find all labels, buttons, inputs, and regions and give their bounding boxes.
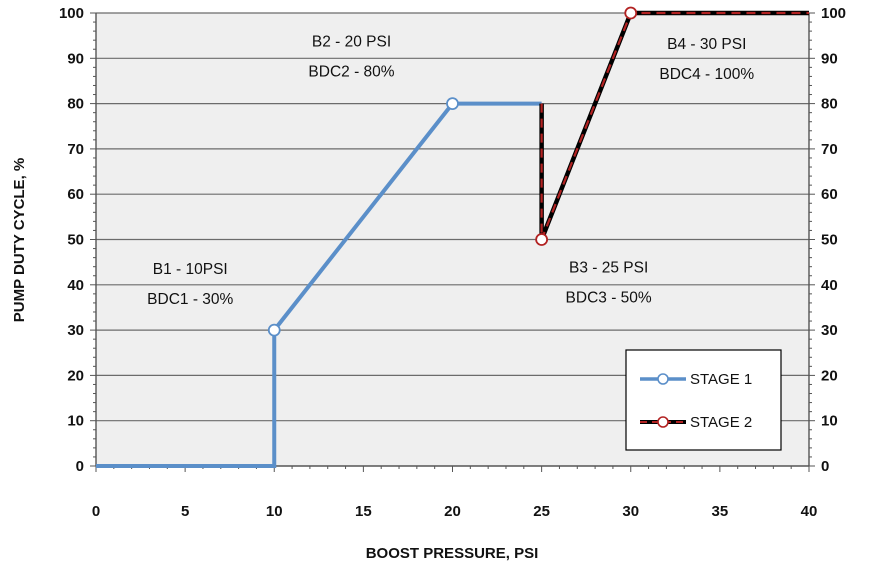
y-tick-label-left: 50 xyxy=(67,232,84,249)
x-tick-label: 30 xyxy=(622,503,639,520)
annotation-label: BDC4 - 100% xyxy=(659,66,754,83)
y-tick-label-right: 30 xyxy=(821,322,838,339)
y-tick-label-left: 100 xyxy=(59,5,84,22)
y-tick-label-left: 20 xyxy=(67,367,84,384)
y-tick-label-right: 20 xyxy=(821,367,838,384)
y-tick-label-left: 10 xyxy=(67,413,84,430)
x-axis-title: BOOST PRESSURE, PSI xyxy=(366,545,539,562)
y-tick-label-left: 0 xyxy=(76,458,84,475)
x-tick-label: 35 xyxy=(712,503,729,520)
annotation-label: BDC3 - 50% xyxy=(566,290,652,307)
x-tick-label: 10 xyxy=(266,503,283,520)
legend: STAGE 1 STAGE 2 xyxy=(625,349,782,451)
legend-stage-1-label: STAGE 1 xyxy=(690,371,752,388)
y-tick-label-left: 40 xyxy=(67,277,84,294)
annotation-label: BDC1 - 30% xyxy=(147,291,233,308)
y-tick-label-right: 70 xyxy=(821,141,838,158)
series-stage-2-marker xyxy=(535,233,549,246)
y-tick-label-right: 10 xyxy=(821,413,838,430)
annotation-label: B2 - 20 PSI xyxy=(312,34,391,51)
y-tick-label-right: 40 xyxy=(821,277,838,294)
x-tick-label: 20 xyxy=(444,503,461,520)
annotation-label: BDC2 - 80% xyxy=(308,64,394,81)
legend-stage-2-label: STAGE 2 xyxy=(690,414,752,431)
x-tick-label: 15 xyxy=(355,503,372,520)
legend-box xyxy=(625,349,782,451)
y-tick-label-right: 50 xyxy=(821,232,838,249)
annotation-label: B3 - 25 PSI xyxy=(569,260,648,277)
y-tick-label-right: 80 xyxy=(821,96,838,113)
y-tick-label-right: 100 xyxy=(821,5,846,22)
series-stage-2-marker xyxy=(624,6,638,20)
series-layer xyxy=(96,6,809,468)
x-tick-label: 0 xyxy=(92,503,100,520)
annotation-label: B1 - 10PSI xyxy=(153,261,228,278)
annotation-label: B4 - 30 PSI xyxy=(667,36,746,53)
y-tick-label-left: 60 xyxy=(67,186,84,203)
x-tick-label: 25 xyxy=(533,503,550,520)
x-tick-label: 40 xyxy=(801,503,818,520)
y-tick-label-left: 70 xyxy=(67,141,84,158)
y-axis-title: PUMP DUTY CYCLE, % xyxy=(11,158,28,322)
y-tick-label-right: 90 xyxy=(821,50,838,67)
legend-stage-1-marker xyxy=(657,373,669,385)
y-tick-label-left: 90 xyxy=(67,50,84,67)
y-tick-label-left: 80 xyxy=(67,96,84,113)
x-tick-label: 5 xyxy=(181,503,189,520)
series-stage-2-dashes xyxy=(540,11,809,240)
series-stage-1-marker xyxy=(267,323,281,337)
legend-stage-2-marker xyxy=(657,416,669,428)
y-tick-label-right: 0 xyxy=(821,458,829,475)
series-stage-1-marker xyxy=(446,97,459,110)
y-tick-label-left: 30 xyxy=(67,322,84,339)
y-tick-label-right: 60 xyxy=(821,186,838,203)
annotations: B1 - 10PSI BDC1 - 30% B2 - 20 PSI BDC2 - 80… xyxy=(147,34,754,309)
